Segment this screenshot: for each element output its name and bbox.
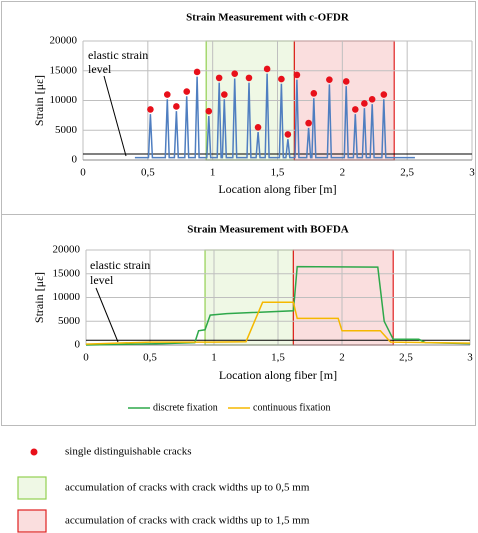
chart-title: Strain Measurement with c-OFDR xyxy=(186,12,350,24)
crack-marker xyxy=(310,90,318,97)
crack-marker xyxy=(278,75,285,83)
y-tick-label: 15000 xyxy=(53,267,81,279)
legend-swatch xyxy=(17,509,47,533)
y-tick-label: 10000 xyxy=(53,291,81,303)
series-line xyxy=(85,301,471,345)
legend-label: accumulation of cracks with crack widths… xyxy=(65,515,310,527)
x-tick-label: 0 xyxy=(80,167,86,179)
annotation: elastic strain xyxy=(88,48,148,62)
y-tick-label: 0 xyxy=(72,154,78,166)
crack-marker xyxy=(205,107,213,115)
crack-marker xyxy=(231,70,239,78)
crack-marker xyxy=(193,68,201,76)
y-tick-label: 20000 xyxy=(53,244,81,256)
y-tick-label: 20000 xyxy=(50,35,78,47)
y-tick-label: 5000 xyxy=(55,124,78,136)
crack-marker xyxy=(342,78,350,85)
x-axis-label: Location along fiber [m] xyxy=(218,182,336,196)
annotation: level xyxy=(88,62,112,76)
x-tick-label: 1,5 xyxy=(271,167,285,179)
legend-label: discrete fixation xyxy=(153,402,218,413)
y-axis-label: Strain [με] xyxy=(32,75,46,126)
x-tick-label: 1 xyxy=(210,167,216,179)
legend-label: accumulation of cracks with crack widths… xyxy=(65,482,310,494)
x-tick-label: 1,5 xyxy=(271,352,285,364)
x-tick-label: 2 xyxy=(339,352,345,364)
crack-marker xyxy=(352,106,359,113)
legend-label: continuous fixation xyxy=(253,402,331,413)
annotation: elastic strain xyxy=(90,258,150,272)
x-axis-label: Location along fiber [m] xyxy=(219,368,337,382)
annotation-arrow xyxy=(103,75,127,157)
x-tick-label: 2,5 xyxy=(400,167,414,179)
crack-marker xyxy=(293,71,301,79)
y-axis-label: Strain [με] xyxy=(32,272,46,323)
legend-swatch xyxy=(17,476,47,500)
crack-marker xyxy=(163,91,171,98)
x-tick-label: 3 xyxy=(467,352,473,364)
crack-marker xyxy=(147,106,154,113)
y-tick-label: 15000 xyxy=(50,64,78,76)
x-tick-label: 0 xyxy=(83,352,89,364)
legend-marker xyxy=(30,448,38,456)
y-tick-label: 10000 xyxy=(50,94,78,106)
crack-marker xyxy=(305,119,312,127)
x-tick-label: 1 xyxy=(211,352,217,364)
crack-marker xyxy=(284,131,292,138)
x-tick-label: 3 xyxy=(469,167,475,179)
crack-marker xyxy=(183,88,191,95)
y-tick-label: 5000 xyxy=(58,315,81,327)
crack-marker xyxy=(221,91,228,98)
crack-marker xyxy=(326,76,333,83)
series-line xyxy=(134,73,415,159)
legend-label: single distinguishable cracks xyxy=(65,446,191,458)
y-tick-label: 0 xyxy=(75,339,81,351)
crack-marker xyxy=(380,91,388,98)
chart-title: Strain Measurement with BOFDA xyxy=(187,224,348,236)
crack-marker xyxy=(245,74,253,82)
annotation: level xyxy=(90,273,114,287)
crack-marker xyxy=(361,100,368,107)
x-tick-label: 2 xyxy=(340,167,346,179)
x-tick-label: 2,5 xyxy=(399,352,413,364)
annotation-arrow xyxy=(95,287,119,343)
crack-marker xyxy=(254,123,262,131)
x-tick-label: 0,5 xyxy=(143,352,157,364)
crack-marker xyxy=(173,103,180,110)
crack-marker xyxy=(368,96,376,103)
x-tick-label: 0,5 xyxy=(141,167,155,179)
panel-border xyxy=(1,214,476,426)
crack-marker xyxy=(215,74,223,82)
series-line xyxy=(85,265,471,346)
crack-marker xyxy=(263,65,271,73)
